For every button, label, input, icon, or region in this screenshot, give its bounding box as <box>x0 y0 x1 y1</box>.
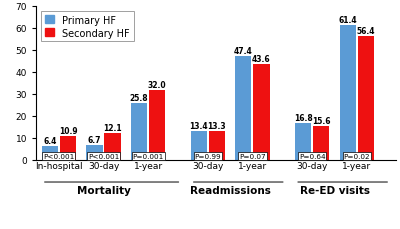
Text: In-hospital: In-hospital <box>35 161 83 170</box>
Text: 25.8: 25.8 <box>130 94 148 103</box>
Text: 15.6: 15.6 <box>312 116 330 125</box>
Text: 47.4: 47.4 <box>234 46 253 55</box>
Text: P=0.02: P=0.02 <box>344 153 370 159</box>
Bar <box>149 90 165 160</box>
Bar <box>42 146 58 160</box>
Bar <box>60 136 76 160</box>
Text: 32.0: 32.0 <box>148 80 166 89</box>
Text: 6.7: 6.7 <box>88 136 101 145</box>
Bar <box>209 131 225 160</box>
Text: P=0.99: P=0.99 <box>194 153 221 159</box>
Bar <box>340 26 356 160</box>
Text: P<0.001: P<0.001 <box>43 153 74 159</box>
Text: 12.1: 12.1 <box>103 124 122 133</box>
Text: 1-year: 1-year <box>342 161 371 170</box>
Bar <box>235 56 252 160</box>
Text: 43.6: 43.6 <box>252 55 271 64</box>
Bar <box>191 131 207 160</box>
Text: 56.4: 56.4 <box>356 27 375 36</box>
Text: 6.4: 6.4 <box>43 136 57 145</box>
Text: Readmissions: Readmissions <box>190 185 270 196</box>
Text: 1-year: 1-year <box>134 161 162 170</box>
Bar <box>131 104 147 160</box>
Text: 16.8: 16.8 <box>294 114 312 123</box>
Text: P<0.001: P<0.001 <box>88 153 119 159</box>
Text: 10.9: 10.9 <box>59 127 77 136</box>
Text: Mortality: Mortality <box>76 185 130 196</box>
Text: 30-day: 30-day <box>296 161 328 170</box>
Text: P=0.07: P=0.07 <box>239 153 266 159</box>
Bar <box>86 146 102 160</box>
Bar <box>358 37 374 160</box>
Text: P=0.64: P=0.64 <box>299 153 326 159</box>
Text: 13.4: 13.4 <box>190 121 208 130</box>
Text: 30-day: 30-day <box>192 161 224 170</box>
Bar <box>253 65 270 160</box>
Bar <box>295 123 311 160</box>
Text: 1-year: 1-year <box>238 161 267 170</box>
Bar <box>313 126 330 160</box>
Legend: Primary HF, Secondary HF: Primary HF, Secondary HF <box>41 12 134 42</box>
Text: 13.3: 13.3 <box>208 121 226 130</box>
Text: Re-ED visits: Re-ED visits <box>300 185 370 196</box>
Text: 30-day: 30-day <box>88 161 119 170</box>
Text: 61.4: 61.4 <box>338 16 357 25</box>
Bar <box>104 134 121 160</box>
Text: P=0.001: P=0.001 <box>132 153 164 159</box>
